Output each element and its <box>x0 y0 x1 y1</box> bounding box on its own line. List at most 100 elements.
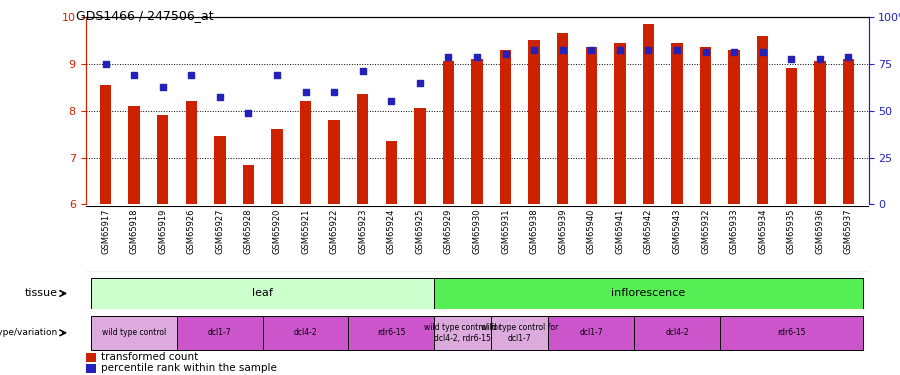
Bar <box>634 316 720 350</box>
Text: GSM65934: GSM65934 <box>759 208 768 254</box>
Bar <box>414 108 426 204</box>
Bar <box>357 94 368 204</box>
Text: GSM65924: GSM65924 <box>387 208 396 254</box>
Text: dcl4-2: dcl4-2 <box>665 328 688 338</box>
Text: wild type control for
dcl4-2, rdr6-15: wild type control for dcl4-2, rdr6-15 <box>424 323 501 342</box>
Bar <box>177 316 263 350</box>
Text: GSM65925: GSM65925 <box>415 208 424 254</box>
Bar <box>700 47 711 204</box>
Text: dcl4-2: dcl4-2 <box>293 328 318 338</box>
Text: dcl1-7: dcl1-7 <box>208 328 231 338</box>
Point <box>784 56 798 62</box>
Bar <box>271 129 283 204</box>
Point <box>127 72 141 78</box>
Bar <box>528 40 540 204</box>
Text: genotype/variation: genotype/variation <box>0 328 58 338</box>
Point <box>270 72 284 78</box>
Bar <box>91 316 177 350</box>
Bar <box>91 278 434 309</box>
Text: GSM65928: GSM65928 <box>244 208 253 254</box>
Point <box>698 49 713 55</box>
Text: wild type control: wild type control <box>102 328 166 338</box>
Bar <box>671 43 683 204</box>
Bar <box>434 278 863 309</box>
Point <box>156 84 170 90</box>
Point <box>670 47 684 53</box>
Text: GSM65935: GSM65935 <box>787 208 796 254</box>
Text: tissue: tissue <box>25 288 58 298</box>
Bar <box>814 62 825 204</box>
Bar <box>185 101 197 204</box>
Bar <box>86 353 96 362</box>
Text: GSM65921: GSM65921 <box>301 208 310 254</box>
Text: wild type control for
dcl1-7: wild type control for dcl1-7 <box>482 323 559 342</box>
Bar <box>842 59 854 204</box>
Bar <box>757 36 769 204</box>
Text: GSM65933: GSM65933 <box>730 208 739 254</box>
Point <box>613 47 627 53</box>
Text: GSM65917: GSM65917 <box>101 208 110 254</box>
Point <box>184 72 198 78</box>
Point <box>756 49 770 55</box>
Text: inflorescence: inflorescence <box>611 288 686 298</box>
Text: rdr6-15: rdr6-15 <box>377 328 406 338</box>
Bar <box>643 24 654 204</box>
Point <box>441 54 455 60</box>
Text: GSM65926: GSM65926 <box>186 208 195 254</box>
Point <box>584 47 598 53</box>
Point <box>327 89 341 95</box>
Bar <box>263 316 348 350</box>
Bar <box>100 85 112 204</box>
Text: leaf: leaf <box>252 288 273 298</box>
Text: percentile rank within the sample: percentile rank within the sample <box>102 363 277 374</box>
Bar <box>214 136 226 204</box>
Text: GSM65930: GSM65930 <box>472 208 482 254</box>
Text: GSM65919: GSM65919 <box>158 208 167 254</box>
Point <box>298 89 312 95</box>
Bar <box>157 116 168 204</box>
Bar <box>614 43 626 204</box>
Text: GSM65941: GSM65941 <box>616 208 625 254</box>
Text: transformed count: transformed count <box>102 352 199 363</box>
Point <box>212 94 227 100</box>
Text: GSM65937: GSM65937 <box>844 208 853 254</box>
Point <box>98 61 112 67</box>
Point <box>727 49 742 55</box>
Text: GSM65940: GSM65940 <box>587 208 596 254</box>
Bar <box>300 101 311 204</box>
Text: GSM65943: GSM65943 <box>672 208 681 254</box>
Bar <box>548 316 634 350</box>
Bar <box>243 165 254 204</box>
Point <box>499 51 513 57</box>
Bar <box>129 106 140 204</box>
Text: GSM65920: GSM65920 <box>273 208 282 254</box>
Point <box>555 47 570 53</box>
Bar <box>786 68 797 204</box>
Point <box>527 47 542 53</box>
Text: GSM65923: GSM65923 <box>358 208 367 254</box>
Text: GSM65932: GSM65932 <box>701 208 710 254</box>
Text: GSM65929: GSM65929 <box>444 208 453 254</box>
Text: GSM65918: GSM65918 <box>130 208 139 254</box>
Bar <box>86 364 96 373</box>
Text: rdr6-15: rdr6-15 <box>777 328 806 338</box>
Text: GSM65922: GSM65922 <box>329 208 338 254</box>
Bar <box>728 50 740 204</box>
Bar <box>385 141 397 204</box>
Text: GSM65939: GSM65939 <box>558 208 567 254</box>
Text: GSM65927: GSM65927 <box>215 208 224 254</box>
Bar <box>443 62 454 204</box>
Bar <box>491 316 548 350</box>
Bar <box>720 316 863 350</box>
Text: dcl1-7: dcl1-7 <box>580 328 603 338</box>
Text: GSM65931: GSM65931 <box>501 208 510 254</box>
Bar <box>500 50 511 204</box>
Bar <box>586 47 597 204</box>
Point <box>842 54 856 60</box>
Point <box>642 47 656 53</box>
Bar <box>328 120 340 204</box>
Point <box>384 98 399 104</box>
Text: GSM65942: GSM65942 <box>644 208 653 254</box>
Point <box>470 54 484 60</box>
Bar <box>434 316 491 350</box>
